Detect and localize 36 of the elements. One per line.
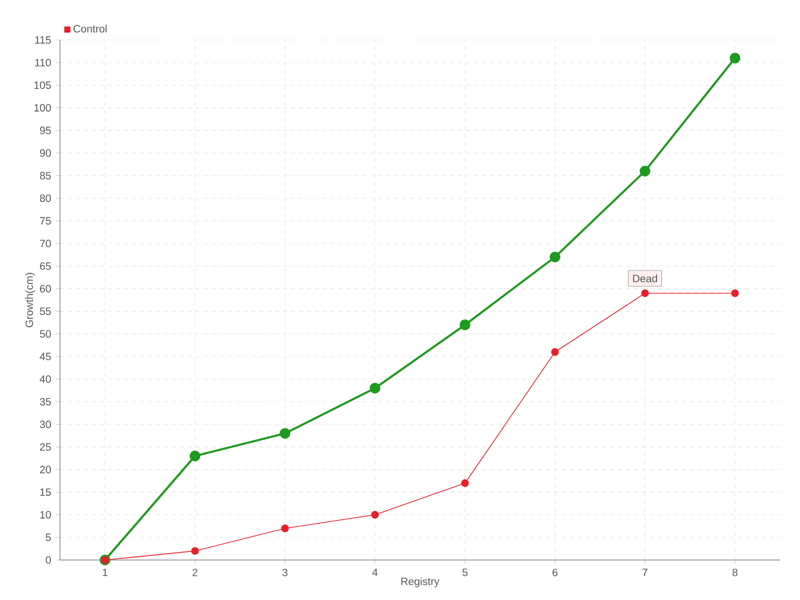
x-tick-label: 6 [552,568,558,576]
y-tick-label: 30 [40,420,51,428]
y-tick-label: 45 [40,352,51,360]
y-tick-label: 70 [40,240,51,248]
y-tick-label: 65 [40,262,51,270]
x-tick-label: 1 [102,568,108,576]
x-tick-label: 4 [372,568,378,576]
y-tick-label: 110 [35,58,51,66]
y-tick-label: 20 [40,466,51,474]
y-tick-label: 75 [40,217,51,225]
y-tick-label: 60 [40,284,51,292]
x-tick-label: 8 [732,568,738,576]
x-tick-label: 5 [462,568,468,576]
y-tick-label: 15 [40,488,51,496]
y-tick-label: 100 [34,104,51,112]
y-tick-label: 50 [40,330,51,338]
y-tick-label: 5 [46,534,51,542]
y-tick-label: 25 [40,443,51,451]
annotation: Dead [633,274,658,282]
y-tick-label: 35 [40,398,51,406]
y-axis-title: Growth(cm) [25,272,36,328]
y-tick-label: 40 [40,375,51,383]
y-tick-label: 80 [40,194,51,202]
y-tick-label: 0 [46,556,51,564]
y-tick-label: 55 [40,308,51,316]
legend-label: Control [74,24,107,33]
y-tick-label: 105 [34,81,51,89]
y-tick-label: 95 [40,126,51,134]
x-axis-title: Registry [401,577,440,588]
x-tick-label: 7 [642,568,648,576]
y-tick-label: 115 [35,36,51,44]
x-tick-label: 2 [192,568,198,576]
x-tick-label: 3 [282,568,288,576]
y-tick-label: 90 [40,149,51,157]
y-tick-label: 85 [40,172,51,180]
y-tick-label: 10 [40,511,51,519]
